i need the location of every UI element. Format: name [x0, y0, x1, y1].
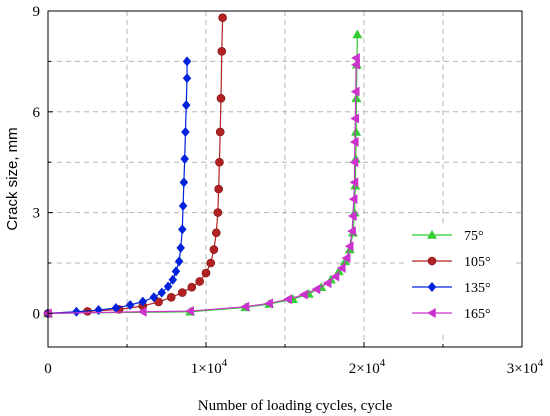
series-line — [47, 58, 357, 314]
data-point — [216, 94, 226, 103]
data-point — [311, 284, 321, 295]
data-point — [178, 200, 188, 211]
axis-tick-labels: 0 1×104 2×104 3×104 0 3 6 9 — [33, 4, 544, 377]
data-point — [137, 306, 147, 317]
series-3 — [43, 53, 360, 319]
data-point — [163, 281, 173, 292]
data-point — [350, 86, 360, 97]
data-point — [125, 300, 135, 310]
data-point — [350, 113, 360, 124]
data-point — [201, 268, 211, 278]
data-point — [351, 59, 360, 70]
data-point — [182, 56, 192, 67]
data-point — [341, 252, 351, 263]
data-point — [214, 184, 223, 194]
x-tick-label: 1×104 — [191, 357, 228, 377]
legend-marker — [427, 230, 437, 239]
data-point — [211, 228, 221, 238]
data-point — [240, 301, 250, 312]
legend: 75° 105° 135° 165° — [408, 223, 516, 331]
y-tick-label: 6 — [33, 105, 41, 121]
legend-marker — [427, 282, 437, 292]
legend-label: 165° — [464, 307, 491, 322]
y-axis-title: Crack size, mm — [4, 127, 21, 230]
data-point — [166, 292, 176, 302]
legend-marker — [427, 308, 436, 318]
data-point — [180, 153, 189, 164]
data-point — [179, 177, 189, 188]
legend-label: 135° — [464, 281, 491, 296]
x-axis-title: Number of loading cycles, cycle — [198, 398, 393, 414]
axis-ticks — [47, 10, 523, 347]
data-point — [322, 278, 332, 289]
data-point — [187, 282, 197, 292]
data-point — [298, 289, 308, 300]
legend-label: 105° — [464, 255, 491, 270]
data-point — [171, 266, 181, 277]
data-point — [347, 210, 357, 221]
legend-item: 135° — [412, 281, 491, 296]
data-point — [330, 271, 340, 282]
data-point — [348, 194, 358, 205]
y-tick-label: 0 — [33, 306, 41, 322]
data-point — [149, 292, 159, 303]
y-tick-label: 9 — [33, 4, 41, 20]
data-point — [218, 13, 227, 23]
data-point — [43, 308, 52, 319]
data-point — [351, 53, 360, 64]
data-point — [176, 242, 185, 253]
series-line — [47, 17, 224, 314]
data-point — [351, 126, 362, 136]
data-point — [111, 303, 121, 314]
legend-label: 75° — [464, 229, 484, 244]
data-point — [347, 226, 356, 237]
data-point — [178, 288, 187, 297]
data-point — [138, 296, 148, 307]
data-point — [209, 245, 219, 254]
data-point — [217, 47, 227, 56]
series-1 — [43, 13, 227, 318]
data-point — [168, 274, 178, 285]
legend-item: 165° — [412, 307, 491, 322]
data-point — [178, 224, 187, 235]
legend-box — [408, 223, 516, 331]
data-point — [264, 298, 273, 309]
legend-item: 105° — [412, 255, 491, 270]
data-point — [195, 277, 204, 286]
data-point — [174, 256, 184, 267]
data-point — [283, 294, 292, 305]
x-tick-label: 0 — [44, 361, 52, 377]
y-tick-label: 3 — [33, 206, 41, 222]
data-point — [215, 157, 224, 167]
data-point — [213, 208, 223, 217]
legend-item: 75° — [412, 229, 484, 244]
data-point — [336, 263, 346, 274]
data-point — [157, 287, 167, 298]
data-point — [344, 241, 354, 252]
data-point — [182, 100, 191, 111]
series-layer — [43, 13, 363, 319]
data-point — [349, 157, 359, 168]
data-point — [352, 29, 363, 39]
legend-marker — [427, 256, 437, 266]
data-point — [349, 177, 359, 188]
data-point — [94, 305, 103, 316]
data-point — [182, 73, 192, 84]
x-tick-label: 2×104 — [349, 357, 386, 377]
data-point — [185, 306, 194, 317]
x-tick-label: 3×104 — [507, 357, 544, 377]
data-point — [351, 93, 362, 103]
data-point — [206, 258, 216, 268]
data-point — [349, 137, 359, 148]
series-line — [47, 61, 188, 314]
data-point — [215, 127, 225, 137]
data-point — [333, 266, 344, 276]
data-point — [181, 126, 190, 137]
data-point — [154, 297, 163, 307]
series-2 — [43, 56, 192, 319]
data-point — [72, 306, 81, 317]
